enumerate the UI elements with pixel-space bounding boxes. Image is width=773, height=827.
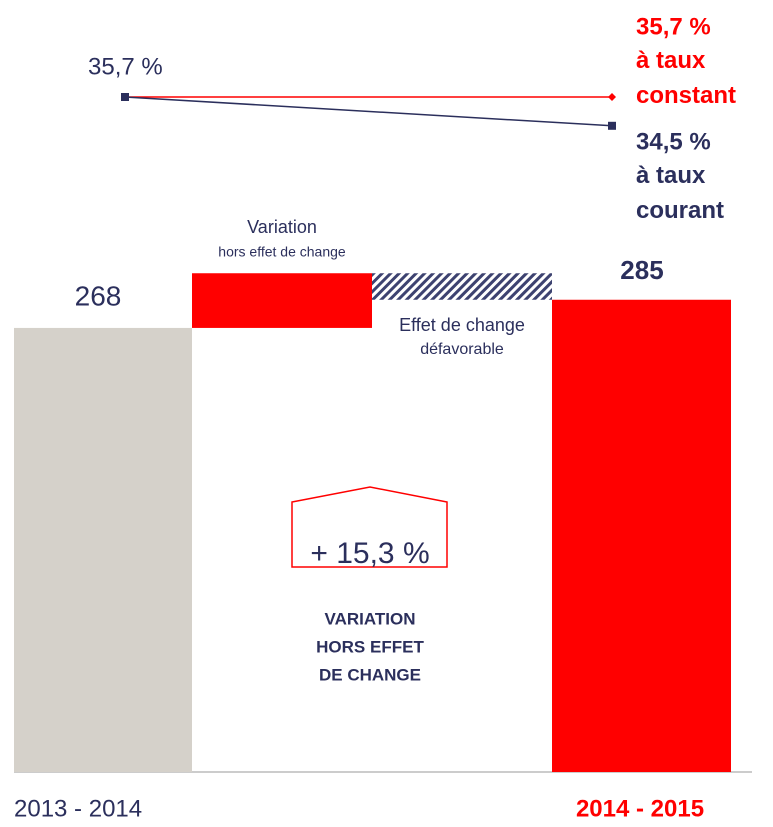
value-label: 268 bbox=[75, 280, 122, 311]
marker bbox=[121, 93, 129, 101]
value-label: 34,5 % bbox=[636, 128, 711, 155]
value-label: 35,7 % bbox=[636, 13, 711, 40]
callout-value: + 15,3 % bbox=[310, 537, 429, 570]
line bbox=[124, 96, 613, 127]
annotation: Effet de change bbox=[399, 315, 525, 335]
bar bbox=[192, 273, 372, 328]
annotation: Variation bbox=[247, 217, 317, 237]
bar bbox=[552, 299, 731, 772]
marker bbox=[608, 93, 616, 101]
annotation: hors effet de change bbox=[218, 244, 346, 260]
annotation: défavorable bbox=[420, 341, 504, 358]
callout-caption: DE CHANGE bbox=[319, 665, 421, 684]
series-name: à taux courant bbox=[636, 162, 724, 224]
value-label: 35,7 % bbox=[88, 53, 163, 80]
callout-caption: HORS EFFET bbox=[316, 637, 424, 656]
bar bbox=[14, 327, 192, 772]
category-label: 2014 - 2015 bbox=[576, 795, 704, 822]
marker bbox=[608, 121, 616, 130]
value-label: 285 bbox=[620, 255, 663, 285]
bar bbox=[372, 273, 552, 300]
category-label: 2013 - 2014 bbox=[14, 795, 142, 822]
callout-frame bbox=[291, 486, 448, 568]
series-name: à taux constant bbox=[636, 47, 736, 109]
callout-caption: VARIATION bbox=[325, 609, 416, 628]
